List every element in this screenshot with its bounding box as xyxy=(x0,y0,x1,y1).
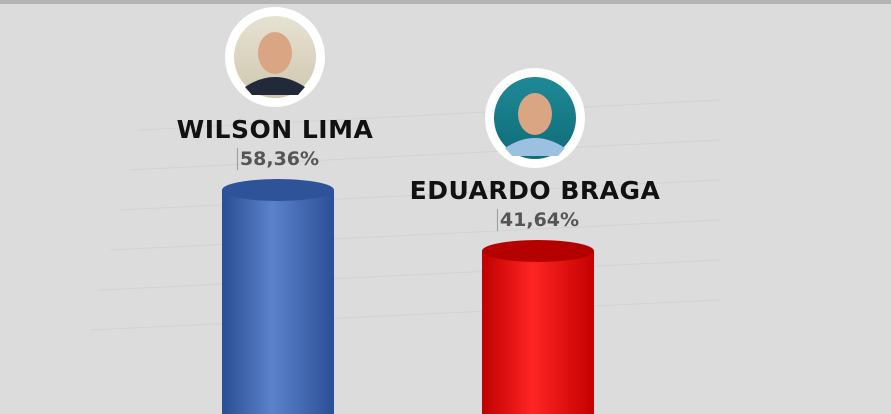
grid-line xyxy=(119,179,721,211)
photo-face xyxy=(518,93,552,136)
bar-1 xyxy=(482,251,594,414)
grid-line xyxy=(129,139,721,171)
photo-face xyxy=(258,31,292,74)
value-label: 58,36% xyxy=(236,147,319,170)
bar-top-0 xyxy=(222,178,334,201)
top-border xyxy=(0,0,891,4)
value-label: 41,64% xyxy=(496,209,579,231)
grid-line xyxy=(99,259,721,291)
grid-line xyxy=(89,299,721,331)
bar-0 xyxy=(222,189,334,414)
grid-line xyxy=(139,99,721,131)
category-label: WILSON LIMA xyxy=(176,114,374,144)
bar-top-1 xyxy=(482,240,594,263)
category-label: EDUARDO BRAGA xyxy=(409,176,661,205)
photo-shoulders xyxy=(245,76,305,95)
photo-shoulders xyxy=(505,138,565,157)
grid-line xyxy=(109,219,721,251)
